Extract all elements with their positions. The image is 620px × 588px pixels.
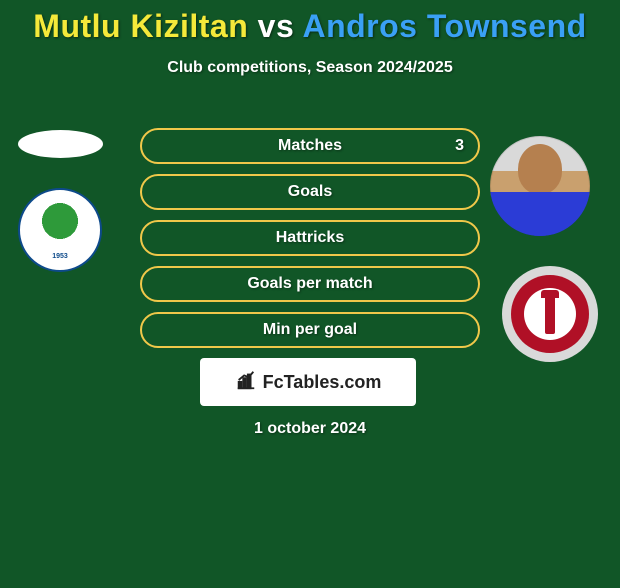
player1-club-badge: 1953 [18, 188, 102, 272]
comparison-title: Mutlu Kiziltan vs Andros Townsend [0, 8, 620, 45]
stat-label: Goals [288, 183, 332, 201]
stat-label: Hattricks [276, 229, 344, 247]
date-text: 1 october 2024 [0, 420, 620, 438]
stat-row-min-per-goal: Min per goal [140, 312, 480, 348]
stat-label: Min per goal [263, 321, 357, 339]
stat-row-hattricks: Hattricks [140, 220, 480, 256]
branding-text: FcTables.com [263, 372, 382, 393]
stat-row-matches: Matches 3 [140, 128, 480, 164]
subtitle: Club competitions, Season 2024/2025 [0, 59, 620, 77]
player2-name: Andros Townsend [302, 8, 586, 44]
vs-text: vs [258, 8, 295, 44]
player1-club-year: 1953 [52, 253, 68, 260]
chart-icon [235, 369, 257, 396]
stat-right-value: 3 [455, 137, 464, 155]
player2-avatar [490, 136, 590, 236]
branding-badge: FcTables.com [200, 358, 416, 406]
player1-avatar [18, 130, 103, 158]
player1-name: Mutlu Kiziltan [33, 8, 248, 44]
stat-row-goals: Goals [140, 174, 480, 210]
stat-label: Matches [278, 137, 342, 155]
player2-club-badge [502, 266, 598, 362]
stat-row-goals-per-match: Goals per match [140, 266, 480, 302]
stat-label: Goals per match [247, 275, 372, 293]
stats-panel: Matches 3 Goals Hattricks Goals per matc… [140, 128, 480, 358]
